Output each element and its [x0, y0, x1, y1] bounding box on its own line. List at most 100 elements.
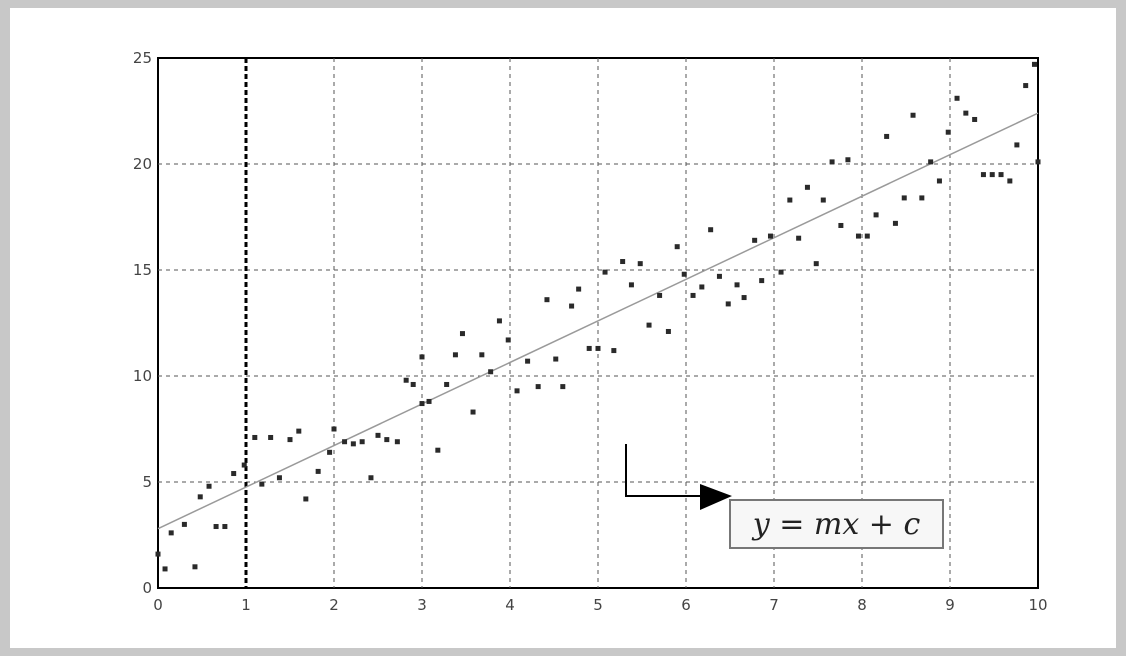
data-point	[268, 434, 274, 440]
data-point	[884, 133, 890, 139]
data-point	[452, 352, 458, 358]
data-point	[620, 259, 626, 265]
data-point	[873, 212, 879, 218]
fit-line	[157, 112, 1039, 530]
y-tick-label: 5	[142, 473, 152, 491]
data-point	[980, 172, 986, 178]
x-tick-label: 4	[505, 596, 515, 614]
data-point	[864, 233, 870, 239]
data-point	[972, 116, 978, 122]
data-point	[998, 172, 1004, 178]
x-tick-label: 5	[593, 596, 603, 614]
y-tick-label: 20	[133, 155, 152, 173]
data-point	[303, 496, 309, 502]
data-point	[444, 381, 450, 387]
data-point	[829, 159, 835, 165]
data-point	[1014, 142, 1020, 148]
data-point	[796, 235, 802, 241]
data-point	[394, 439, 400, 445]
data-point	[928, 159, 934, 165]
data-point	[410, 381, 416, 387]
data-point	[231, 471, 237, 477]
data-point	[384, 437, 390, 443]
data-point	[845, 157, 851, 163]
data-point	[488, 369, 494, 375]
data-point	[315, 468, 321, 474]
data-point	[496, 318, 502, 324]
data-point	[479, 352, 485, 358]
annotation-arrow-head	[700, 484, 732, 510]
data-point	[342, 439, 348, 445]
x-tick-label: 9	[945, 596, 955, 614]
equation-label: y = mx + c	[729, 499, 944, 549]
data-point	[595, 345, 601, 351]
data-point	[954, 95, 960, 101]
data-point	[459, 331, 465, 337]
data-point	[752, 237, 758, 243]
data-point	[168, 530, 174, 536]
annotation-arrow-line	[625, 444, 704, 497]
x-tick-label: 2	[329, 596, 339, 614]
data-point	[936, 178, 942, 184]
data-point	[514, 388, 520, 394]
data-point	[602, 269, 608, 275]
data-point	[206, 483, 212, 489]
data-point	[403, 377, 409, 383]
data-point	[155, 551, 161, 557]
data-point	[708, 227, 714, 233]
data-point	[716, 273, 722, 279]
data-point	[690, 292, 696, 298]
data-point	[287, 437, 293, 443]
data-point	[611, 348, 617, 354]
data-point	[350, 441, 356, 447]
data-point	[259, 481, 265, 487]
data-point	[368, 475, 374, 481]
data-point	[787, 197, 793, 203]
data-point	[470, 409, 476, 415]
y-tick-label: 0	[142, 579, 152, 597]
data-point	[375, 432, 381, 438]
data-point	[544, 297, 550, 303]
data-point	[838, 222, 844, 228]
data-point	[657, 292, 663, 298]
data-point	[560, 384, 566, 390]
data-point	[162, 566, 168, 572]
data-point	[1031, 61, 1037, 67]
data-point	[741, 295, 747, 301]
data-point	[505, 337, 511, 343]
data-point	[553, 356, 559, 362]
data-point	[892, 220, 898, 226]
y-tick-label: 15	[133, 261, 152, 279]
data-point	[586, 345, 592, 351]
data-point	[628, 282, 634, 288]
data-point	[252, 434, 258, 440]
data-point	[426, 398, 432, 404]
data-point	[646, 322, 652, 328]
data-point	[1023, 83, 1029, 89]
data-point	[820, 197, 826, 203]
data-point	[359, 439, 365, 445]
data-point	[1007, 178, 1013, 184]
data-point	[1035, 159, 1041, 165]
data-point	[804, 184, 810, 190]
data-point	[213, 524, 219, 530]
x-tick-label: 0	[153, 596, 163, 614]
data-point	[910, 112, 916, 118]
data-point	[989, 172, 995, 178]
data-point	[855, 233, 861, 239]
data-point	[919, 195, 925, 201]
data-point	[327, 449, 333, 455]
data-point	[181, 521, 187, 527]
data-point	[674, 244, 680, 250]
data-point	[222, 524, 228, 530]
data-point	[197, 494, 203, 500]
data-point	[767, 233, 773, 239]
data-point	[535, 384, 541, 390]
data-point	[276, 475, 282, 481]
x-tick-label: 6	[681, 596, 691, 614]
data-point	[419, 354, 425, 360]
data-point	[576, 286, 582, 292]
data-point	[637, 261, 643, 267]
